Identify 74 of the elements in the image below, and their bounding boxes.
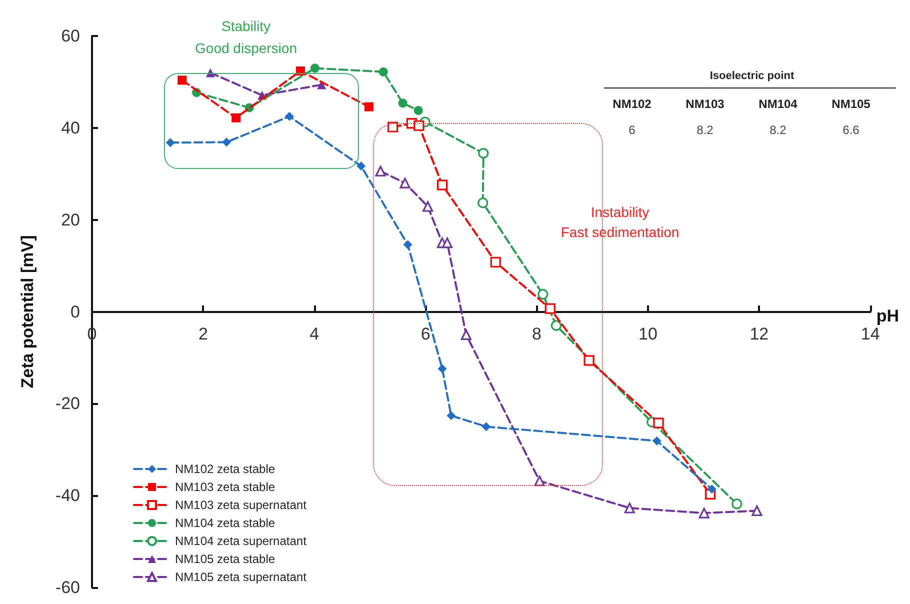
point [442,238,453,248]
x-tick-label: 2 [198,324,208,344]
point [436,180,448,190]
point [652,436,662,446]
x-tick-label: 6 [420,324,430,344]
annotation: NM103 [686,97,725,111]
point [310,64,320,73]
point [284,112,294,121]
annotation: Fast sedimentation [560,224,680,240]
annotation: NM104 [758,97,798,111]
point [478,198,488,208]
point [653,418,664,428]
y-tick-label: 40 [61,118,80,138]
point [698,508,710,518]
x-tick-label: 12 [750,324,769,344]
point [422,201,434,212]
y-tick-label: 20 [61,210,80,230]
point [222,138,232,147]
legend-label: NM104 zeta stable [175,516,276,530]
point [446,411,456,420]
point [460,329,472,340]
point [414,120,424,131]
point [478,148,489,158]
x-tick-label: 10 [638,324,658,344]
point [378,67,388,76]
point [375,166,386,176]
x-tick-label: 14 [860,324,880,344]
point [584,355,594,366]
point [550,320,562,331]
point [356,162,366,171]
annotation: Isoelectric point [710,70,795,82]
annotation: Good dispersion [195,40,297,56]
point [490,256,501,268]
annotation: Instability [590,204,650,220]
legend-label: NM102 zeta stable [175,462,276,476]
y-tick-label: -60 [55,578,80,597]
point [732,498,742,510]
point [400,178,410,188]
point [438,364,447,374]
annotation: 8.2 [696,123,714,137]
legend-label: NM104 zeta supernatant [175,534,308,548]
x-tick-label: 8 [532,324,542,344]
x-tick-label: 4 [310,324,320,344]
point [538,288,548,300]
point [482,422,491,432]
legend-label: NM103 zeta stable [175,480,276,494]
legend-label: NM103 zeta supernatant [175,498,308,512]
point [752,505,762,516]
point [166,138,175,148]
y-tick-label: 60 [61,26,80,46]
annotation: 6.6 [842,123,860,137]
point [231,113,240,122]
legend-label: NM105 zeta stable [175,552,276,566]
x-axis-title: pH [876,306,900,326]
y-tick-label: -20 [55,394,80,414]
text: Stability [221,18,271,34]
y-axis-title: Zeta potential [mV] [18,235,37,388]
point [387,122,398,132]
y-tick-label: -40 [55,486,80,506]
point [414,106,423,115]
point [544,303,556,314]
annotation: 6 [628,123,636,137]
point [707,484,716,494]
point [364,102,374,112]
annotation: NM102 [612,97,652,111]
annotation: 8.2 [770,123,787,137]
point [534,476,545,486]
point [403,240,412,250]
point [178,76,187,85]
annotation: NM105 [832,97,871,111]
point [398,98,408,108]
legend-label: NM105 zeta supernatant [175,570,308,584]
point [624,502,635,514]
y-tick-label: 0 [70,302,80,322]
